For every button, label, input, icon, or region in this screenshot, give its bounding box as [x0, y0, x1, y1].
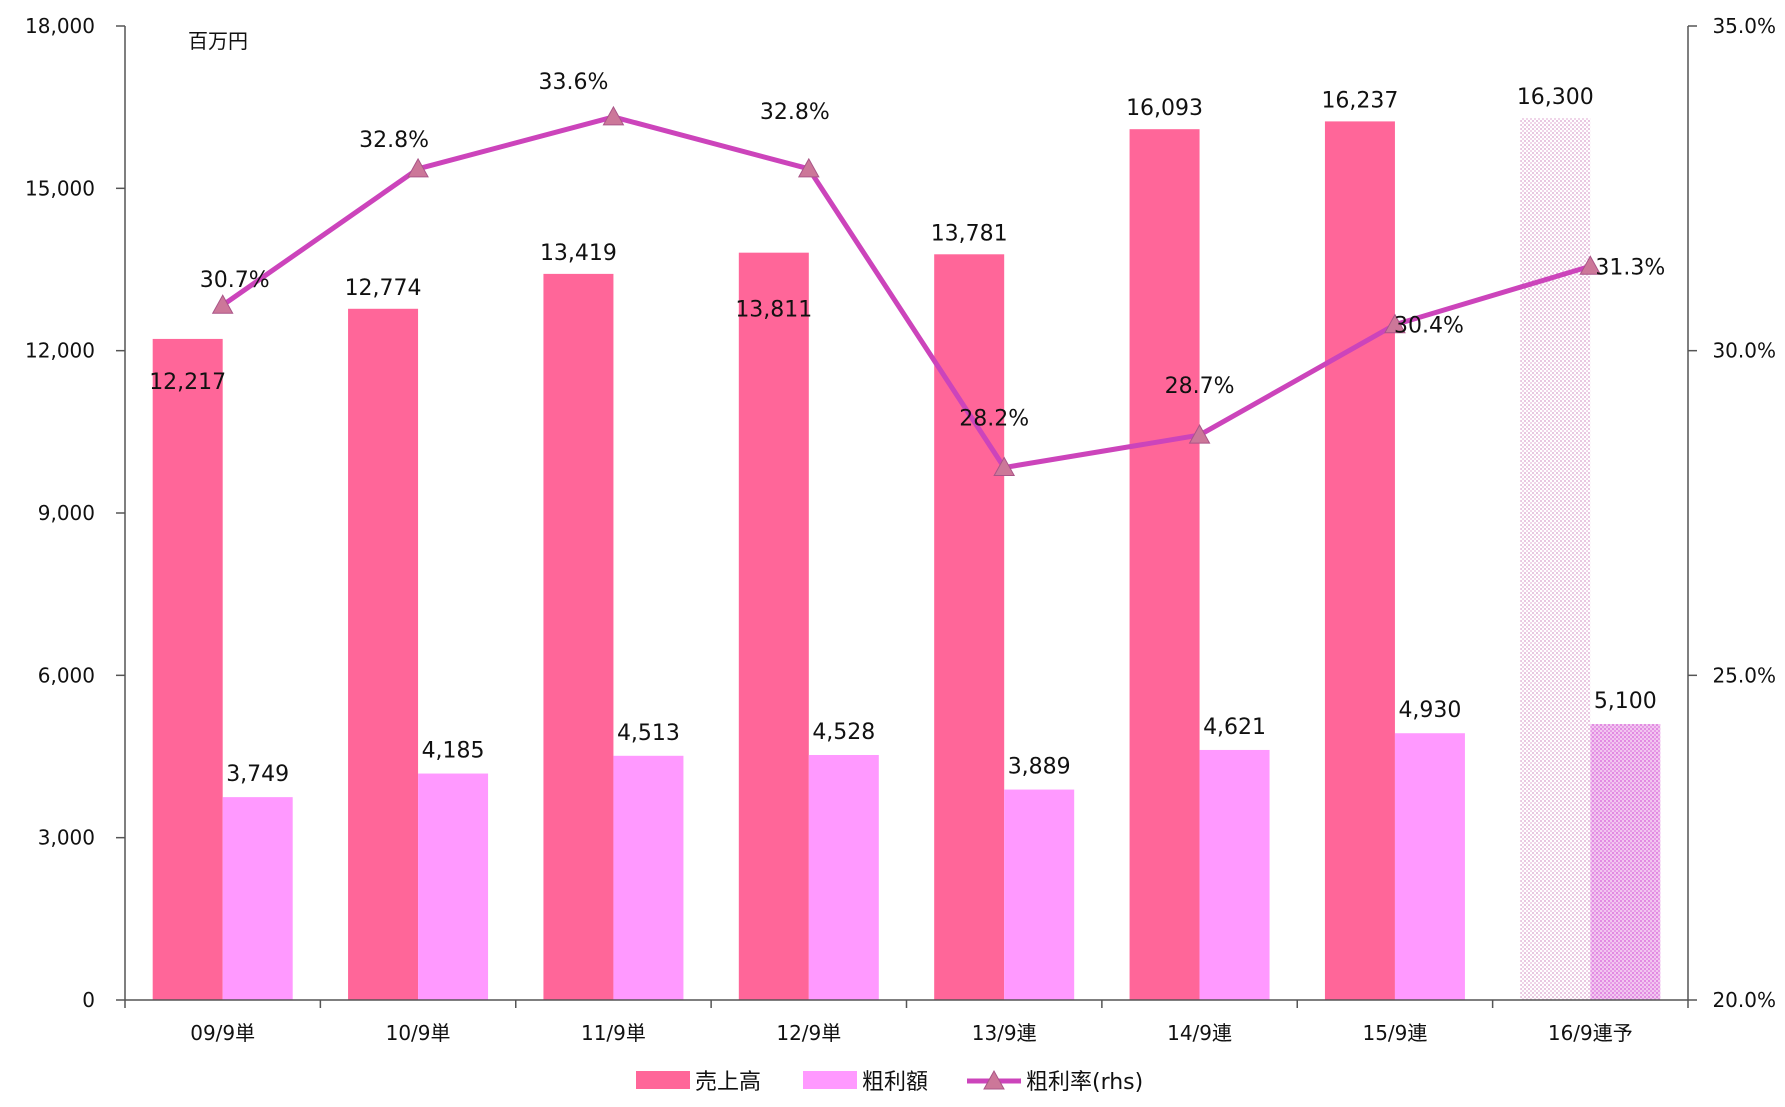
gross-profit-bar [613, 755, 684, 1000]
x-axis-tick-label: 10/9単 [386, 1021, 451, 1045]
labels-layer: 12,217 12,774 13,419 13,811 13,781 16,093 16,2… [149, 70, 1665, 787]
sales-data-label: 13,419 [540, 241, 617, 266]
gross-profit-bar [1394, 733, 1465, 1000]
gross-margin-line [221, 114, 1592, 471]
gross-margin-data-label: 30.7% [200, 268, 270, 293]
gross-profit-data-label: 3,749 [226, 762, 289, 787]
left-axis-tick-label: 3,000 [38, 826, 95, 850]
bars-layer [152, 117, 1661, 1001]
unit-label: 百万円 [188, 29, 248, 53]
gross-margin-data-label: 31.3% [1595, 255, 1665, 280]
x-axis-tick-label: 11/9単 [581, 1021, 646, 1045]
gross-profit-bar [808, 754, 879, 1000]
left-axis-tick-label: 6,000 [38, 663, 95, 687]
right-axis-tick-label: 30.0% [1712, 339, 1776, 363]
gross-margin-point [602, 105, 625, 126]
legend-gross-margin-label: 粗利率(rhs) [1026, 1070, 1143, 1095]
line-layer [211, 105, 1602, 477]
gross-margin-point [211, 294, 234, 314]
sales-data-label: 16,237 [1321, 88, 1398, 113]
sales-bar [934, 254, 1005, 1000]
legend: 売上高 粗利額 粗利率(rhs) [636, 1069, 1143, 1095]
left-axis-tick-label: 12,000 [25, 339, 95, 363]
gross-margin-data-label: 28.7% [1165, 374, 1235, 399]
gross-profit-bar [1199, 749, 1270, 1000]
sales-bar [348, 308, 419, 1000]
sales-data-label: 13,781 [931, 221, 1008, 246]
legend-gross-profit-swatch [803, 1071, 857, 1089]
sales-bar [1324, 121, 1395, 1000]
legend-gross-profit-label: 粗利額 [862, 1070, 928, 1095]
gross-profit-data-label: 5,100 [1594, 689, 1657, 714]
gross-margin-data-label: 28.2% [959, 407, 1029, 432]
gross-profit-data-label: 4,513 [617, 721, 680, 746]
x-axis-tick-label: 14/9連 [1167, 1021, 1232, 1045]
x-axis-tick-label: 16/9連予 [1548, 1021, 1633, 1045]
gross-margin-data-label: 32.8% [760, 100, 830, 125]
sales-bar [738, 252, 809, 1000]
legend-gross-margin-marker [983, 1069, 1005, 1090]
gross-profit-data-label: 4,528 [812, 720, 875, 745]
sales-bar [543, 273, 614, 1000]
gross-profit-data-label: 3,889 [1008, 755, 1071, 780]
right-axis-tick-label: 35.0% [1712, 14, 1776, 38]
sales-bar [1520, 117, 1591, 1000]
gross-margin-data-label: 30.4% [1394, 314, 1464, 339]
gross-profit-data-label: 4,185 [422, 739, 485, 764]
gross-margin-point [1579, 255, 1602, 275]
gross-margin-point [1188, 424, 1211, 444]
sales-data-label: 12,217 [149, 370, 226, 395]
sales-bar [152, 338, 223, 1000]
sales-data-label: 16,093 [1126, 96, 1203, 121]
x-axis-tick-label: 15/9連 [1362, 1021, 1427, 1045]
gross-margin-data-label: 33.6% [538, 70, 608, 95]
sales-data-label: 16,300 [1517, 85, 1594, 110]
sales-bar [1129, 129, 1200, 1001]
gross-margin-point [407, 157, 429, 178]
gross-margin-data-label: 32.8% [359, 128, 429, 153]
left-axis-tick-label: 15,000 [25, 176, 95, 200]
left-axis-tick-label: 0 [82, 988, 95, 1012]
x-axis-tick-label: 09/9単 [190, 1021, 255, 1045]
gross-profit-bar [418, 773, 489, 1000]
gross-margin-point [1384, 313, 1406, 334]
sales-data-label: 12,774 [345, 276, 422, 301]
gross-margin-point [797, 157, 820, 178]
gross-margin-point [993, 456, 1016, 477]
right-axis-tick-label: 20.0% [1712, 988, 1776, 1012]
sales-data-label: 13,811 [735, 298, 812, 323]
x-axis-tick-label: 13/9連 [972, 1021, 1037, 1045]
gross-profit-bar [1590, 724, 1661, 1000]
gross-profit-data-label: 4,621 [1203, 715, 1266, 740]
gross-profit-data-label: 4,930 [1398, 698, 1461, 723]
x-axis-tick-label: 12/9単 [776, 1021, 841, 1045]
gross-profit-bar [222, 797, 293, 1000]
gross-profit-bar [1004, 789, 1075, 1000]
left-axis-tick-label: 18,000 [25, 14, 95, 38]
legend-sales-label: 売上高 [695, 1070, 761, 1095]
legend-sales-swatch [636, 1071, 690, 1089]
right-axis-tick-label: 25.0% [1712, 663, 1776, 687]
left-axis-tick-label: 9,000 [38, 501, 95, 525]
axes-layer: 0 3,000 6,000 9,000 12,000 15,000 18,000 20.0% 2… [25, 14, 1776, 1045]
